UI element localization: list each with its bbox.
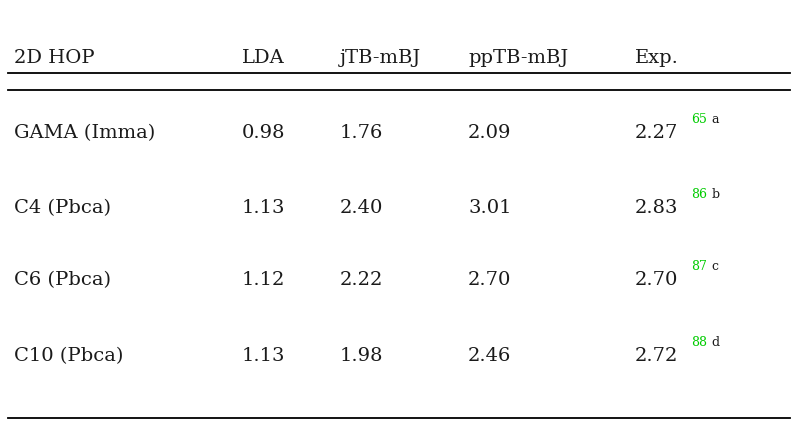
Text: 2.70: 2.70 <box>635 271 678 289</box>
Text: Exp.: Exp. <box>635 49 679 67</box>
Text: LDA: LDA <box>242 49 285 67</box>
Text: b: b <box>712 188 720 201</box>
Text: 0.98: 0.98 <box>242 124 286 142</box>
Text: 3.01: 3.01 <box>468 199 512 217</box>
Text: 86: 86 <box>691 188 707 201</box>
Text: 2.72: 2.72 <box>635 347 678 365</box>
Text: 2D HOP: 2D HOP <box>14 49 95 67</box>
Text: d: d <box>712 336 720 349</box>
Text: 88: 88 <box>691 336 707 349</box>
Text: 65: 65 <box>691 113 707 126</box>
Text: C6 (Pbca): C6 (Pbca) <box>14 271 111 289</box>
Text: GAMA (Imma): GAMA (Imma) <box>14 124 156 142</box>
Text: 1.98: 1.98 <box>340 347 384 365</box>
Text: 2.70: 2.70 <box>468 271 512 289</box>
Text: 2.40: 2.40 <box>340 199 383 217</box>
Text: 2.09: 2.09 <box>468 124 512 142</box>
Text: ppTB-mBJ: ppTB-mBJ <box>468 49 568 67</box>
Text: 1.12: 1.12 <box>242 271 286 289</box>
Text: 1.76: 1.76 <box>340 124 383 142</box>
Text: 1.13: 1.13 <box>242 199 286 217</box>
Text: a: a <box>712 113 719 126</box>
Text: 1.13: 1.13 <box>242 347 286 365</box>
Text: 87: 87 <box>691 260 707 273</box>
Text: c: c <box>712 260 718 273</box>
Text: C10 (Pbca): C10 (Pbca) <box>14 347 124 365</box>
Text: 2.22: 2.22 <box>340 271 383 289</box>
Text: 2.83: 2.83 <box>635 199 678 217</box>
Text: 2.27: 2.27 <box>635 124 678 142</box>
Text: 2.46: 2.46 <box>468 347 512 365</box>
Text: jTB-mBJ: jTB-mBJ <box>340 49 421 67</box>
Text: C4 (Pbca): C4 (Pbca) <box>14 199 111 217</box>
